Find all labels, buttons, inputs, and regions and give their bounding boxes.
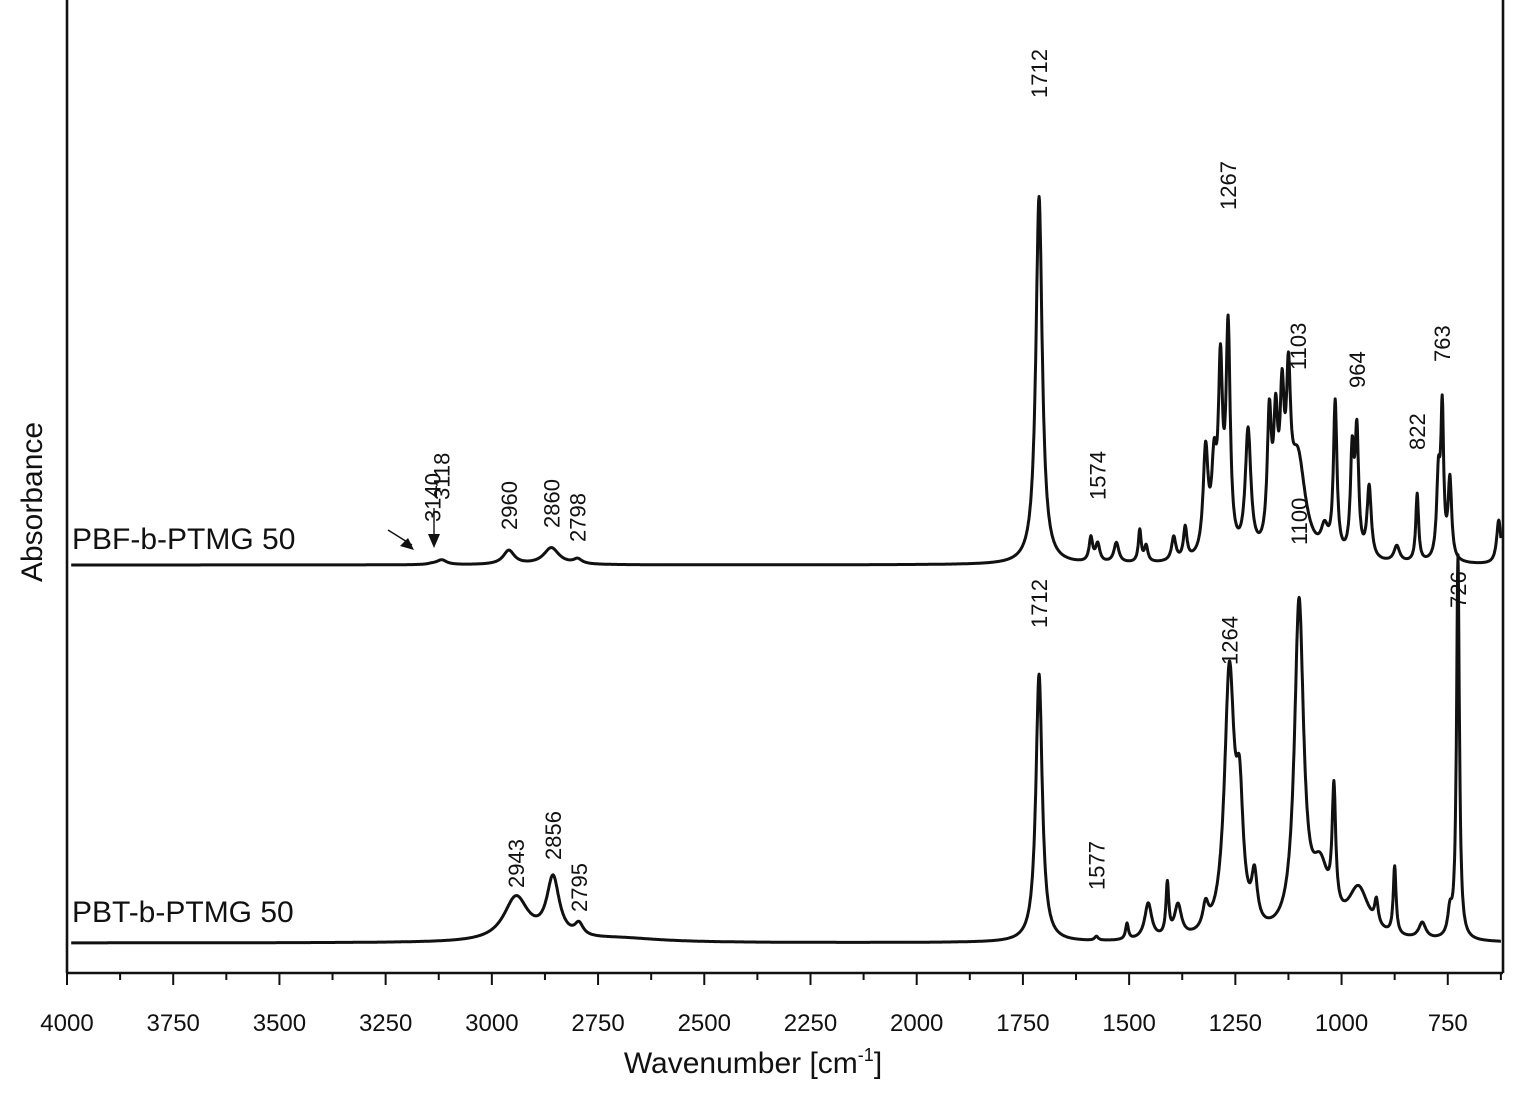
peak-label: 964 (1345, 351, 1370, 388)
x-tick-label: 1500 (1102, 1010, 1155, 1037)
peak-label: 1267 (1216, 161, 1241, 210)
x-tick-label: 1250 (1209, 1010, 1262, 1037)
peak-label: 1264 (1217, 616, 1242, 665)
x-tick-label: 2000 (890, 1010, 943, 1037)
x-tick-label: 2750 (571, 1010, 624, 1037)
peak-label: 1712 (1027, 49, 1052, 98)
arrowhead-3118 (428, 534, 440, 548)
x-tick-label: 3750 (147, 1010, 200, 1037)
x-tick-label: 3250 (359, 1010, 412, 1037)
peak-label: 1103 (1286, 323, 1311, 370)
arrowhead-3140 (400, 538, 414, 550)
x-axis-ticks: 4000 3750 3500 3250 3000 2750 2500 2250 2000 1750… (40, 973, 1502, 1037)
peak-label: 2860 (539, 479, 564, 528)
spectrum-line (70, 195, 1503, 567)
series-label: PBF-b-PTMG 50 (72, 523, 295, 556)
peak-label: 726 (1446, 571, 1471, 608)
y-axis-title: Absorbance (16, 422, 49, 582)
peak-label: 2856 (541, 811, 566, 860)
peak-label: 1577 (1084, 841, 1109, 890)
x-tick-label: 4000 (40, 1010, 93, 1037)
peak-label: 1574 (1086, 451, 1111, 500)
x-tick-label: 1750 (996, 1010, 1049, 1037)
spectra (70, 195, 1503, 945)
peak-label: 822 (1405, 413, 1430, 450)
series-label: PBT-b-PTMG 50 (72, 896, 294, 929)
peak-label: 2960 (497, 481, 522, 530)
x-tick-label: 1000 (1315, 1010, 1368, 1037)
x-tick-label: 3000 (465, 1010, 518, 1037)
peak-label: 3118 (430, 453, 455, 500)
peak-label: 1100 (1287, 498, 1312, 545)
peak-label: 2943 (504, 839, 529, 888)
x-tick-label: 3500 (253, 1010, 306, 1037)
x-tick-label: 750 (1428, 1010, 1468, 1037)
x-tick-label: 2500 (678, 1010, 731, 1037)
peak-label: 1712 (1027, 579, 1052, 628)
peak-label: 3140 (420, 473, 445, 522)
peak-label: 2795 (567, 863, 592, 912)
spectrum-line (70, 553, 1502, 945)
plot-frame (65, 0, 1505, 975)
peak-label: 2798 (566, 493, 591, 542)
x-tick-label: 2250 (784, 1010, 837, 1037)
x-axis-title: Wavenumber [cm-1] (624, 1045, 882, 1080)
peak-label: 763 (1430, 325, 1455, 362)
